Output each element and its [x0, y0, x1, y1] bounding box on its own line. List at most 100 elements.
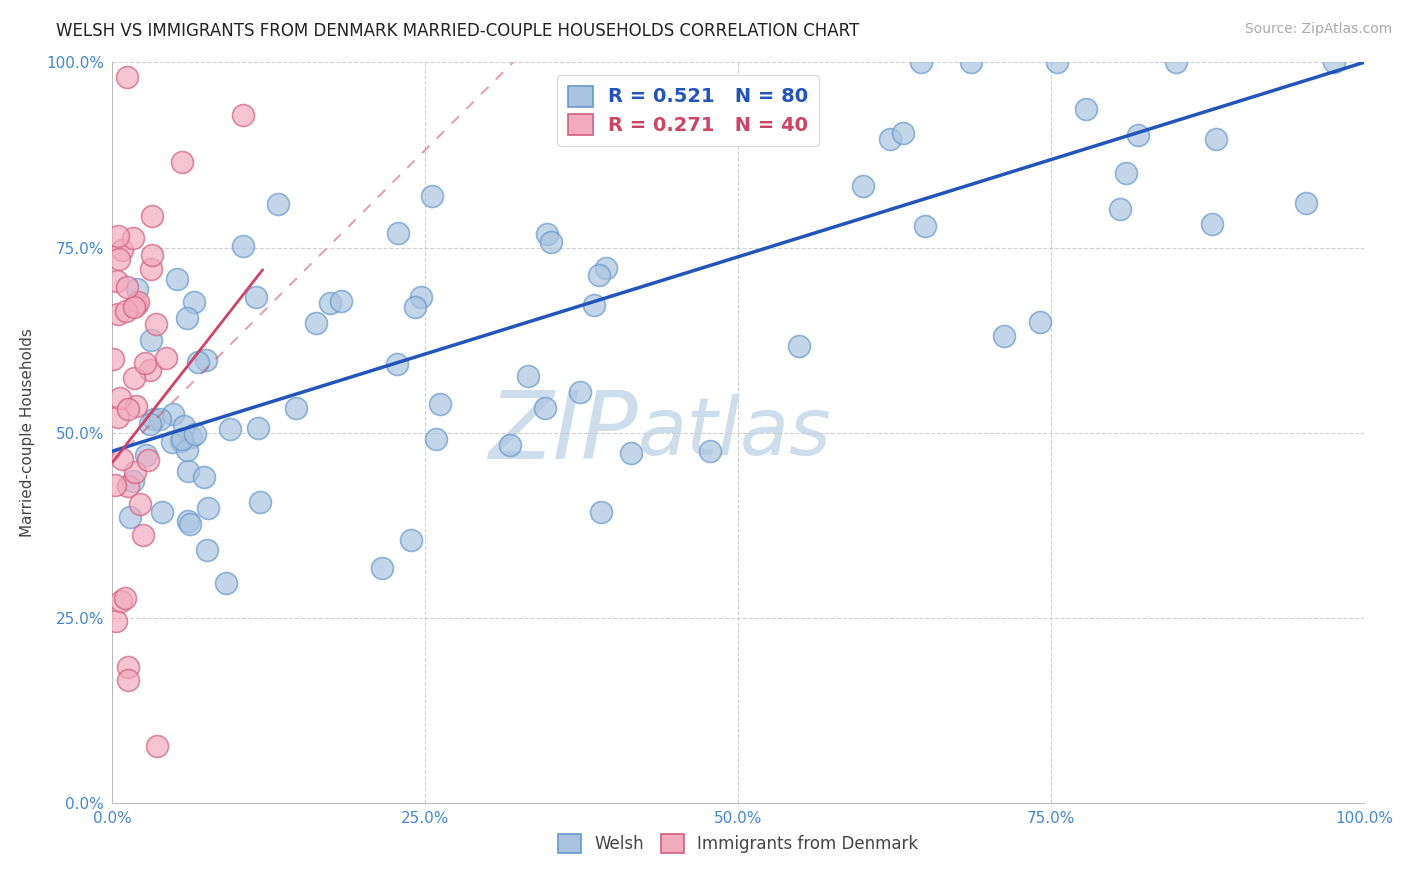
- Point: [1046, 55, 1069, 70]
- Point: [266, 196, 288, 211]
- Point: [124, 465, 146, 479]
- Point: [215, 576, 238, 591]
- Point: [127, 294, 149, 309]
- Point: [183, 295, 205, 310]
- Point: [162, 407, 184, 421]
- Point: [1323, 55, 1346, 70]
- Text: ZIP: ZIP: [488, 387, 638, 478]
- Point: [187, 355, 209, 369]
- Point: [173, 418, 195, 433]
- Point: [180, 430, 202, 444]
- Point: [1126, 128, 1149, 143]
- Point: [318, 296, 340, 310]
- Point: [699, 444, 721, 458]
- Point: [115, 280, 138, 294]
- Point: [249, 494, 271, 508]
- Y-axis label: Married-couple Households: Married-couple Households: [20, 328, 35, 537]
- Point: [139, 262, 162, 277]
- Point: [879, 132, 901, 146]
- Point: [115, 304, 138, 318]
- Point: [117, 479, 139, 493]
- Point: [176, 310, 198, 325]
- Point: [150, 505, 173, 519]
- Point: [245, 290, 267, 304]
- Point: [101, 351, 124, 366]
- Point: [195, 543, 218, 558]
- Point: [110, 594, 132, 608]
- Point: [121, 474, 143, 488]
- Point: [141, 210, 163, 224]
- Point: [139, 362, 162, 376]
- Point: [139, 333, 162, 347]
- Point: [404, 300, 426, 314]
- Point: [122, 301, 145, 315]
- Point: [162, 435, 184, 450]
- Point: [329, 294, 352, 309]
- Point: [107, 229, 129, 244]
- Point: [176, 514, 198, 528]
- Point: [145, 739, 167, 754]
- Point: [117, 402, 139, 417]
- Point: [125, 399, 148, 413]
- Point: [1164, 55, 1187, 70]
- Point: [110, 391, 132, 405]
- Point: [184, 427, 207, 442]
- Point: [136, 453, 159, 467]
- Point: [104, 478, 127, 492]
- Point: [111, 452, 134, 467]
- Text: WELSH VS IMMIGRANTS FROM DENMARK MARRIED-COUPLE HOUSEHOLDS CORRELATION CHART: WELSH VS IMMIGRANTS FROM DENMARK MARRIED…: [56, 22, 859, 40]
- Point: [517, 369, 540, 384]
- Point: [145, 318, 167, 332]
- Point: [232, 108, 254, 122]
- Point: [540, 235, 562, 249]
- Point: [569, 384, 592, 399]
- Point: [176, 464, 198, 478]
- Point: [1295, 195, 1317, 210]
- Point: [134, 356, 156, 370]
- Point: [993, 329, 1015, 343]
- Point: [1205, 132, 1227, 146]
- Legend: Welsh, Immigrants from Denmark: Welsh, Immigrants from Denmark: [550, 825, 927, 861]
- Point: [499, 438, 522, 452]
- Point: [1074, 103, 1097, 117]
- Point: [111, 243, 134, 257]
- Point: [595, 261, 617, 276]
- Point: [117, 660, 139, 674]
- Point: [104, 614, 127, 628]
- Point: [129, 497, 152, 511]
- Point: [118, 510, 141, 524]
- Point: [194, 353, 217, 368]
- Point: [960, 55, 983, 70]
- Point: [166, 271, 188, 285]
- Point: [1029, 315, 1052, 329]
- Point: [536, 227, 558, 241]
- Point: [219, 421, 242, 435]
- Text: atlas: atlas: [638, 393, 832, 472]
- Point: [1201, 217, 1223, 231]
- Point: [620, 446, 643, 460]
- Point: [425, 432, 447, 446]
- Point: [891, 126, 914, 140]
- Point: [155, 351, 177, 365]
- Point: [117, 70, 139, 85]
- Point: [138, 417, 160, 431]
- Point: [127, 282, 149, 296]
- Point: [149, 412, 172, 426]
- Point: [420, 188, 443, 202]
- Point: [734, 89, 756, 103]
- Point: [787, 339, 810, 353]
- Point: [170, 434, 193, 448]
- Point: [170, 154, 193, 169]
- Point: [179, 516, 201, 531]
- Point: [285, 401, 308, 415]
- Point: [914, 219, 936, 233]
- Point: [124, 371, 146, 385]
- Point: [1109, 202, 1132, 217]
- Point: [176, 442, 198, 457]
- Point: [588, 268, 610, 282]
- Point: [142, 411, 165, 425]
- Point: [232, 238, 254, 252]
- Point: [114, 591, 136, 605]
- Point: [141, 247, 163, 261]
- Point: [132, 528, 155, 542]
